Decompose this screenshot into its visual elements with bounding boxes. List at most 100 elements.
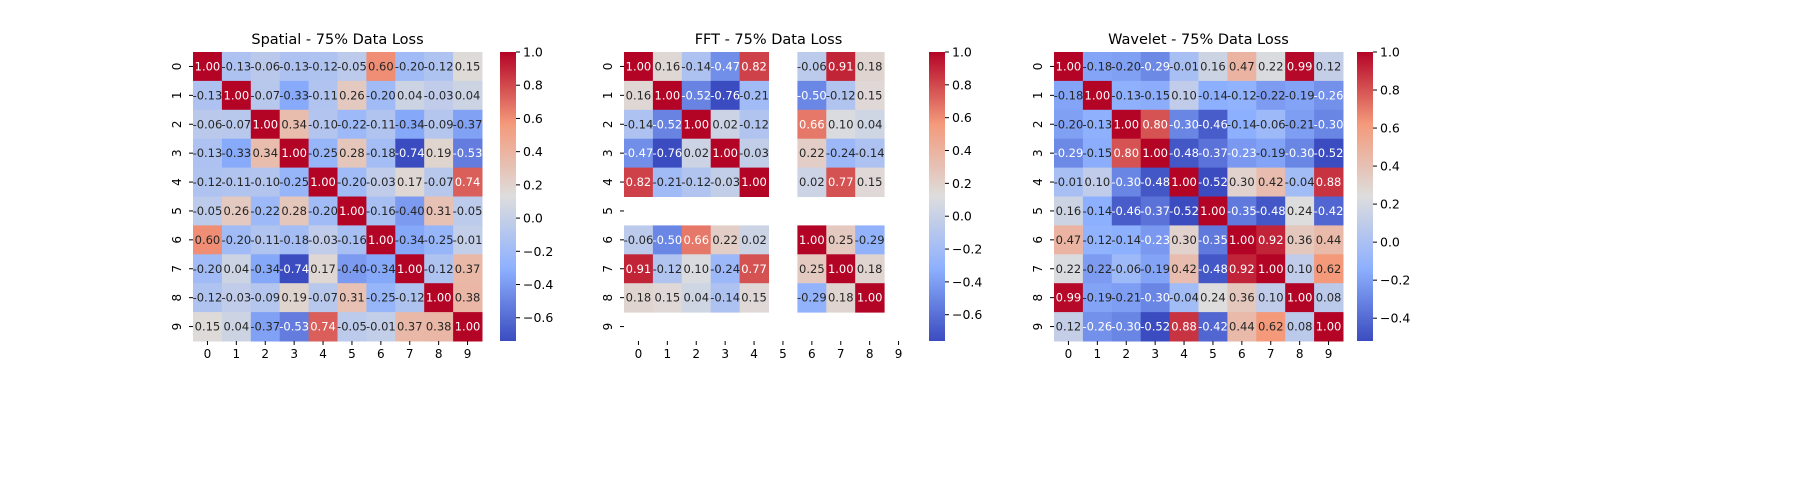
cell-label-8-7: 0.18 — [828, 291, 854, 305]
cell-label-1-2: -0.13 — [1111, 88, 1141, 102]
heatmap-cell-0-6 — [1227, 52, 1257, 82]
heatmap-cell-9-1 — [221, 312, 252, 342]
heatmap-cell-5-6 — [1227, 196, 1257, 226]
cell-label-3-8: -0.14 — [855, 146, 885, 160]
heatmap-cell-1-6 — [797, 80, 827, 111]
heatmap-cell-6-7 — [1256, 225, 1286, 255]
heatmap-cell-0-2 — [1111, 52, 1142, 82]
cell-label-5-7: -0.48 — [1256, 204, 1286, 218]
heatmap-cell-7-8 — [1285, 254, 1315, 284]
colorbar-tick-label-1: −0.4 — [523, 277, 553, 292]
heatmap-cell-1-1 — [652, 80, 683, 111]
heatmap-cell-3-2 — [681, 138, 712, 169]
heatmap-cell-6-0 — [193, 225, 223, 255]
cell-label-4-3: -0.25 — [279, 175, 309, 189]
cell-label-4-8: -0.07 — [424, 175, 454, 189]
chart-title: FFT - 75% Data Loss — [695, 32, 843, 48]
chart-title: Spatial - 75% Data Loss — [251, 32, 423, 48]
cell-label-0-4: -0.01 — [1169, 59, 1199, 73]
y-tick-label-1: 1 — [601, 92, 615, 100]
cell-label-2-1: -0.52 — [652, 117, 682, 131]
heatmap-cell-1-9 — [453, 80, 483, 111]
cell-label-5-1: 0.26 — [224, 204, 250, 218]
colorbar-tick-label-3: 0.0 — [523, 211, 543, 226]
heatmap-cell-5-7 — [1256, 196, 1286, 226]
cell-label-3-3: 1.00 — [281, 146, 307, 160]
cell-label-8-3: 0.19 — [281, 291, 307, 305]
y-tick-label-8: 8 — [601, 294, 615, 302]
cell-label-2-4: -0.10 — [308, 117, 338, 131]
cell-label-4-8: -0.04 — [1285, 175, 1315, 189]
cell-label-2-0: -0.14 — [624, 117, 654, 131]
heatmap-cell-6-6 — [797, 225, 827, 255]
cell-label-4-4: 1.00 — [1171, 175, 1197, 189]
heatmap-cell-6-4 — [308, 225, 338, 255]
cell-label-6-1: -0.20 — [221, 233, 251, 247]
cell-label-5-9: -0.42 — [1314, 204, 1344, 218]
cell-label-9-1: -0.26 — [1082, 320, 1112, 334]
heatmap-cell-6-7 — [826, 225, 856, 255]
colorbar-tick-label-3: 0.0 — [952, 209, 972, 224]
heatmap-cell-0-5 — [1198, 52, 1228, 82]
cell-label-3-9: -0.53 — [453, 146, 483, 160]
heatmap-cell-5-5 — [337, 196, 367, 226]
cell-label-4-1: -0.21 — [652, 175, 682, 189]
cell-label-8-5: 0.31 — [339, 291, 365, 305]
cell-label-6-7: 0.92 — [1258, 233, 1284, 247]
cell-label-2-9: -0.37 — [453, 117, 483, 131]
cell-label-5-6: -0.35 — [1227, 204, 1257, 218]
heatmap-cell-8-2 — [681, 283, 712, 313]
heatmap-cell-0-0 — [1054, 52, 1084, 82]
cell-label-0-7: -0.20 — [395, 59, 425, 73]
heatmap-cell-9-3 — [279, 312, 310, 342]
cell-label-3-0: -0.13 — [193, 146, 223, 160]
y-tick-label-0: 0 — [170, 63, 184, 71]
cell-label-3-5: -0.37 — [1198, 146, 1228, 160]
heatmap-cell-9-8 — [1285, 312, 1315, 342]
cell-label-9-3: -0.53 — [279, 320, 309, 334]
cell-label-7-6: -0.34 — [366, 262, 396, 276]
heatmap-cell-6-3 — [279, 225, 310, 255]
heatmap-cell-7-4 — [739, 254, 769, 284]
cell-label-9-3: -0.52 — [1140, 320, 1170, 334]
heatmap-cell-6-4 — [1169, 225, 1199, 255]
heatmap-cell-3-7 — [826, 138, 856, 169]
cell-label-7-3: -0.19 — [1140, 262, 1170, 276]
heatmap-cell-4-7 — [395, 167, 425, 197]
heatmap-cell-7-3 — [710, 254, 741, 284]
colorbar — [500, 52, 516, 341]
heatmap-cell-4-7 — [1256, 167, 1286, 197]
heatmap-cell-1-6 — [1227, 80, 1257, 111]
cell-label-4-7: 0.77 — [828, 175, 854, 189]
heatmap-cell-1-9 — [1314, 80, 1344, 111]
heatmap-cell-1-0 — [1054, 80, 1084, 111]
colorbar — [1357, 52, 1373, 341]
x-tick-label-3: 3 — [290, 347, 298, 361]
heatmap-cell-8-9 — [453, 283, 483, 313]
cell-label-1-8: 0.15 — [857, 88, 883, 102]
cell-label-1-0: 0.16 — [626, 88, 652, 102]
heatmap-cell-4-7 — [826, 167, 856, 197]
cell-label-1-8: -0.19 — [1285, 88, 1315, 102]
heatmap-cell-1-2 — [1111, 80, 1142, 111]
cell-label-1-5: 0.26 — [339, 88, 365, 102]
heatmap-cell-9-3 — [1140, 312, 1171, 342]
heatmap-cell-8-6 — [1227, 283, 1257, 313]
cell-label-3-1: -0.76 — [652, 146, 682, 160]
heatmap-cell-4-5 — [1198, 167, 1228, 197]
heatmap-cell-3-8 — [424, 138, 454, 169]
x-tick-label-2: 2 — [261, 347, 269, 361]
heatmap-cell-1-8 — [855, 80, 885, 111]
heatmap-cell-2-1 — [652, 109, 683, 140]
heatmap-cell-0-1 — [1082, 52, 1113, 82]
cell-label-7-1: -0.12 — [652, 262, 682, 276]
heatmap-cell-1-6 — [366, 80, 396, 111]
cell-label-9-6: 0.44 — [1229, 320, 1255, 334]
cell-label-3-1: -0.15 — [1082, 146, 1112, 160]
cell-label-7-4: 0.17 — [310, 262, 336, 276]
heatmap-cell-5-7 — [395, 196, 425, 226]
cell-label-3-4: -0.48 — [1169, 146, 1199, 160]
x-tick-label-5: 5 — [348, 347, 356, 361]
cell-label-2-0: -0.20 — [1054, 117, 1084, 131]
cell-label-7-5: -0.48 — [1198, 262, 1228, 276]
